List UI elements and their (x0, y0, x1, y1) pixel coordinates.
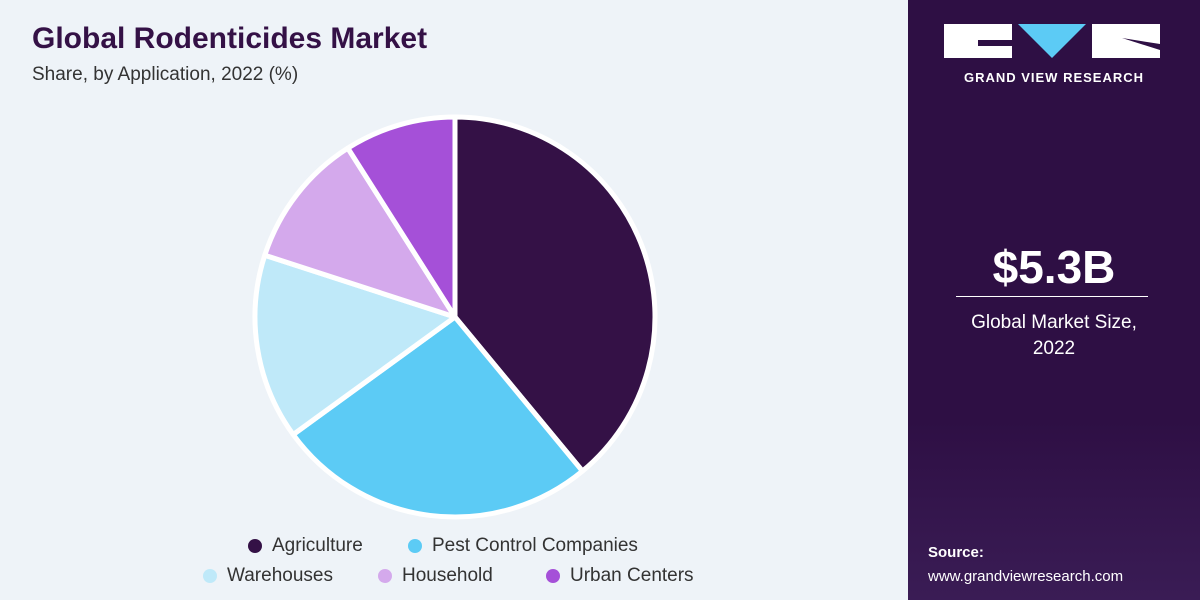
legend-label: Warehouses (227, 565, 333, 586)
chart-title: Global Rodenticides Market (32, 22, 428, 55)
legend-label: Pest Control Companies (432, 535, 638, 556)
legend-label: Household (402, 565, 493, 586)
logo-triangle (1018, 24, 1086, 58)
source-label: Source: (928, 544, 984, 561)
pie-slice (345, 114, 458, 320)
market-size: $5.3B (992, 241, 1116, 293)
legend-swatch (408, 539, 422, 553)
source-url: www.grandviewresearch.com (928, 568, 1124, 585)
logo-cut (1122, 38, 1160, 50)
pie-slice (290, 314, 585, 520)
legend-label: Urban Centers (570, 565, 694, 586)
side-panel: GRAND VIEW RESEARCH $5.3B Global Market … (908, 0, 1200, 600)
brand: GRAND VIEW RESEARCH (963, 70, 1145, 85)
logo (944, 24, 1160, 58)
legend-swatch (248, 539, 262, 553)
legend-label: Agriculture (272, 535, 363, 556)
market-size-label: Global Market Size, 2022 (971, 312, 1137, 359)
pie-slice (452, 114, 658, 474)
legend-swatch (378, 569, 392, 583)
divider (956, 296, 1148, 297)
legend-swatch (546, 569, 560, 583)
logo-block (1092, 24, 1160, 58)
legend-swatch (203, 569, 217, 583)
chart-subtitle: Share, by Application, 2022 (%) (32, 64, 299, 85)
pie-slice (262, 145, 458, 320)
pie-slice (252, 252, 458, 438)
logo-cut (978, 40, 1012, 46)
chart: Agriculture Pest Control Companies Warehou… (203, 114, 694, 586)
